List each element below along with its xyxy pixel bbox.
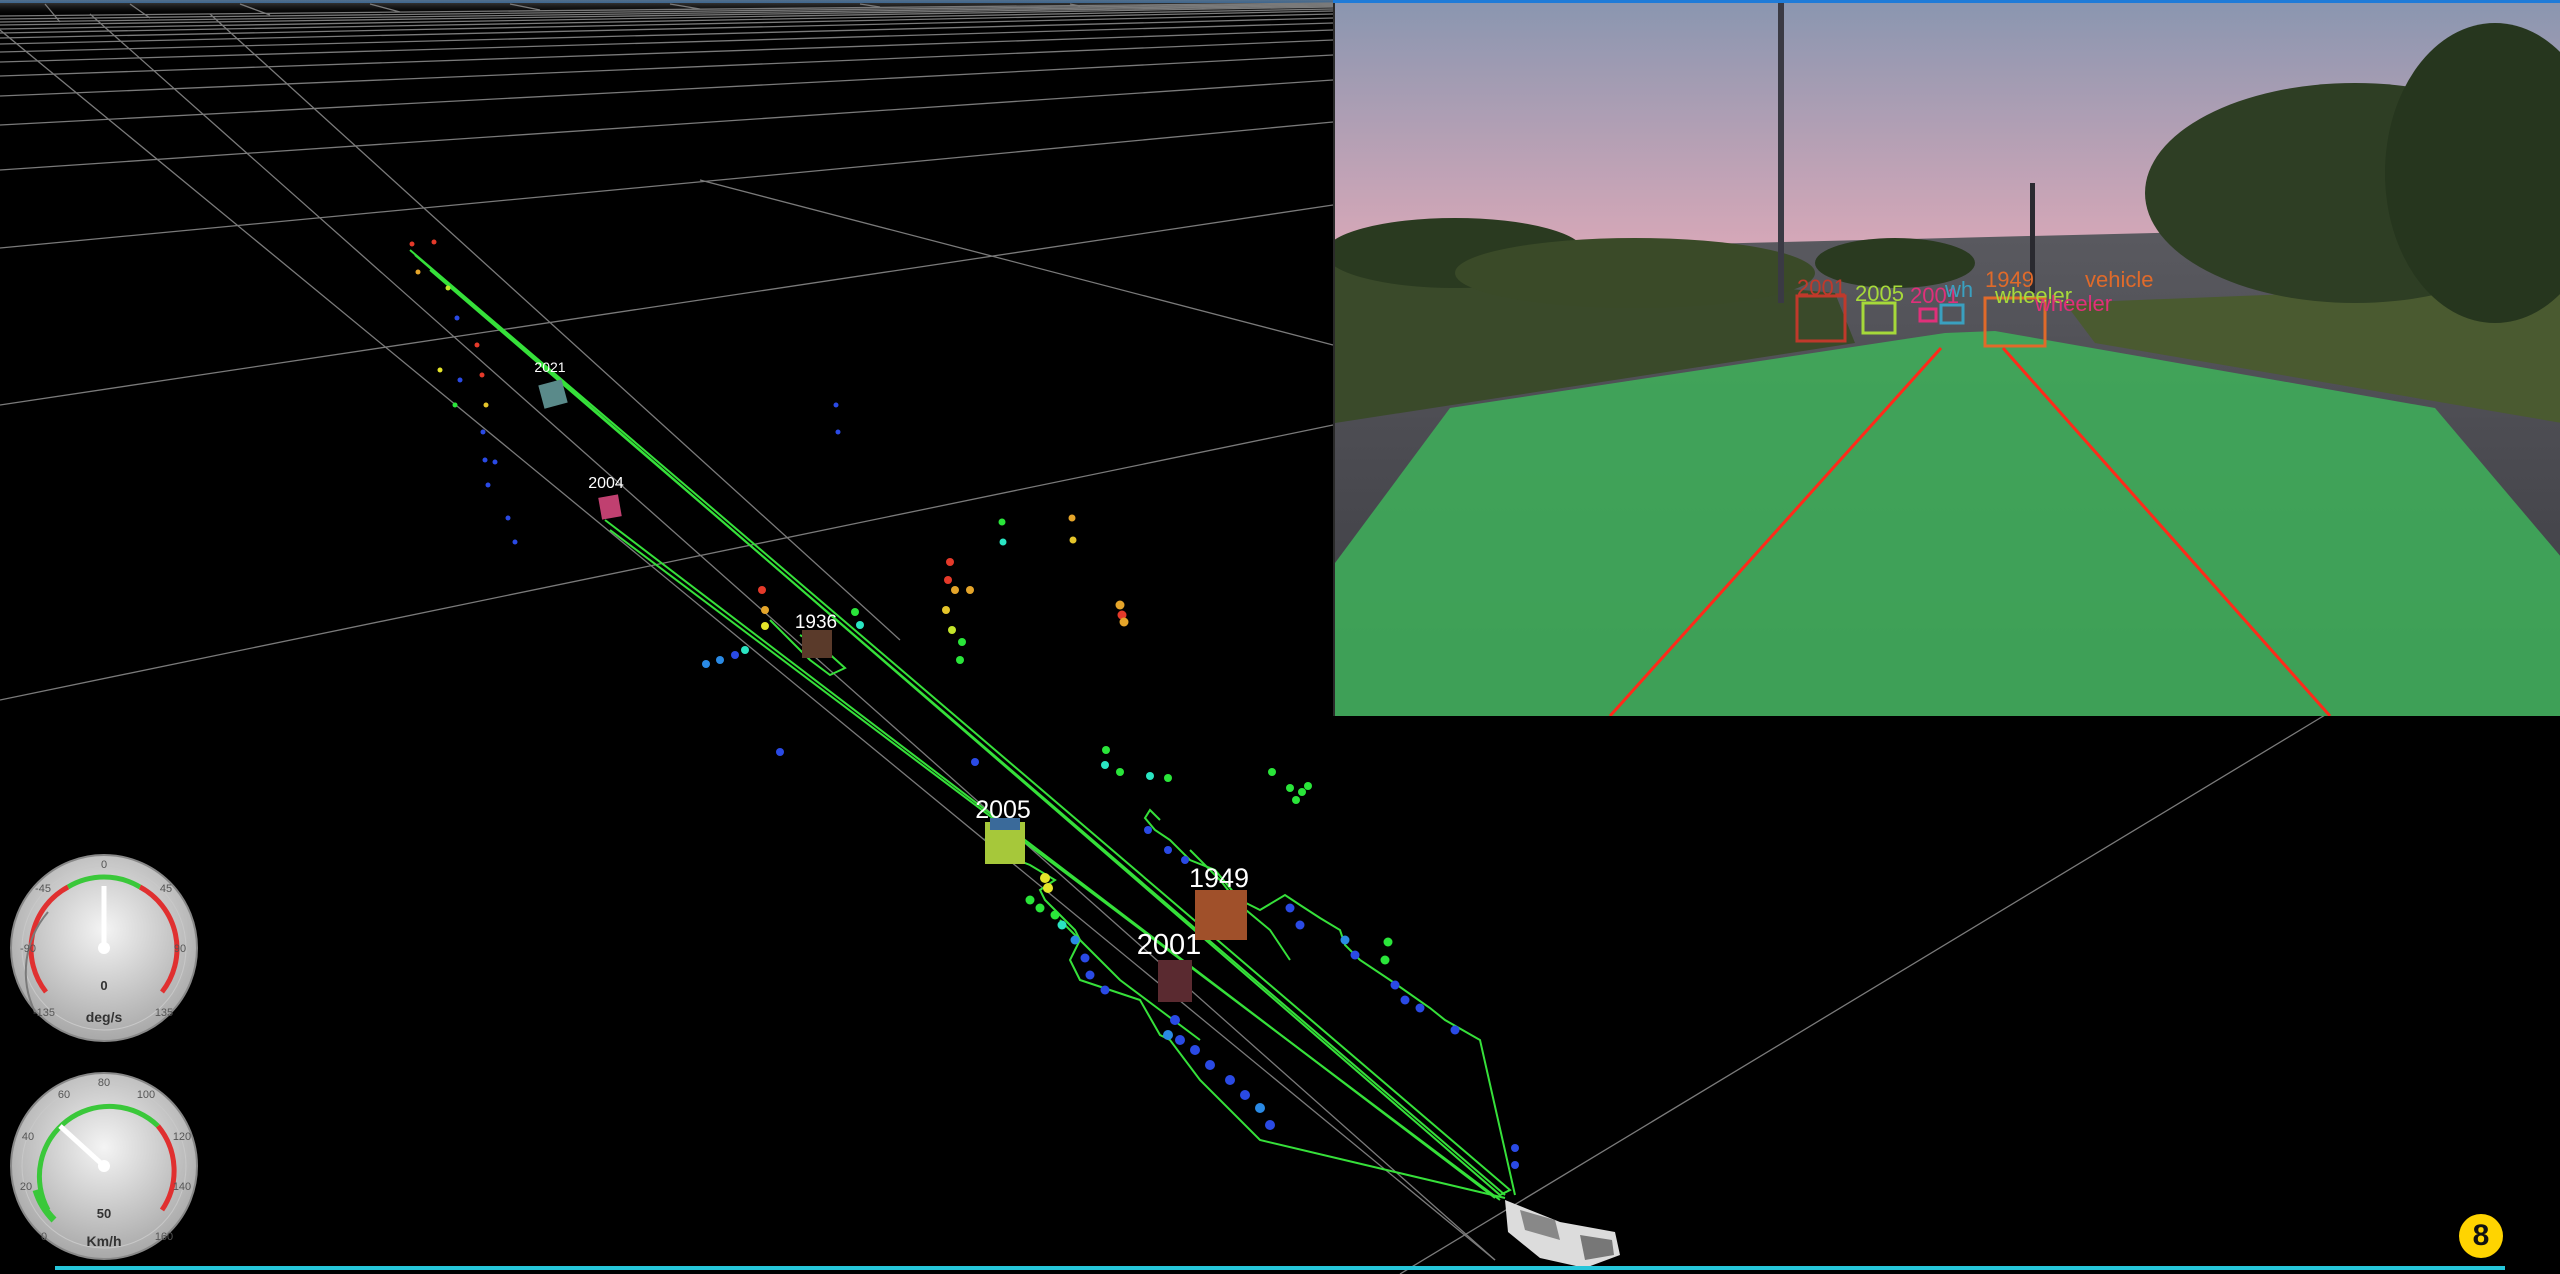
gauge-unit: Km/h — [87, 1233, 122, 1249]
gauge-tick: 40 — [22, 1131, 34, 1143]
gauge-tick: 140 — [173, 1181, 191, 1193]
gauge-tick: -135 — [33, 1007, 55, 1019]
gauge-tick: -90 — [20, 943, 36, 955]
ground-grid — [0, 2, 2331, 1274]
track-label: 2004 — [588, 475, 624, 492]
gauge-value: 50 — [97, 1206, 111, 1221]
drivable-area-overlay — [1335, 331, 2560, 716]
detection-label: 2005 — [1855, 281, 1904, 306]
gauge-value: 0 — [100, 978, 107, 993]
gauge-tick: 0 — [41, 1231, 47, 1243]
page-number-badge[interactable]: 8 — [2459, 1214, 2503, 1258]
gauge-tick: 0 — [101, 859, 107, 871]
gauge-tick: 135 — [155, 1007, 173, 1019]
track-label: 1949 — [1189, 863, 1249, 893]
lane-lines — [1608, 346, 2332, 716]
detection-label: 2001 — [1910, 283, 1959, 308]
gauge-tick: -45 — [35, 883, 51, 895]
tracked-object-boxes — [538, 379, 1247, 1002]
gauge-tick: 20 — [20, 1181, 32, 1193]
speed-gauge: 0 20 40 60 80 100 120 140 160 50 Km/h — [10, 1072, 198, 1260]
gauge-unit: deg/s — [86, 1009, 123, 1025]
track-label: 1936 — [795, 612, 837, 633]
gauge-tick: 120 — [173, 1131, 191, 1143]
gauge-tick: 80 — [98, 1077, 110, 1089]
gauge-tick: 60 — [58, 1089, 70, 1101]
gauge-tick: 160 — [155, 1231, 173, 1243]
lidar-points — [409, 239, 1519, 1169]
detection-label: vehicle — [2085, 267, 2153, 292]
detection-label: 2001 — [1797, 275, 1846, 300]
yaw-rate-gauge: -135 -90 -45 0 45 90 135 0 deg/s — [10, 854, 198, 1042]
track-label: 2001 — [1137, 929, 1202, 961]
gauge-tick: 100 — [137, 1089, 155, 1101]
detection-label: wheeler — [2034, 291, 2112, 316]
detection-boxes — [1795, 294, 2047, 348]
front-camera-view[interactable]: 2001 2005 1949 vehicle wheeler wheeler 2… — [1333, 3, 2560, 716]
detection-label: 1949 — [1985, 267, 2034, 292]
detection-label: wheeler — [1994, 283, 2072, 308]
gauge-tick: 90 — [174, 943, 186, 955]
gauge-tick: 45 — [160, 883, 172, 895]
track-label: 2005 — [975, 796, 1031, 824]
detection-label: wh — [1944, 277, 1973, 302]
gauge-needle — [58, 1124, 106, 1168]
playback-progress-bar[interactable] — [55, 1266, 2505, 1270]
track-label: 2021 — [534, 359, 565, 375]
ego-vehicle — [1505, 1200, 1620, 1268]
